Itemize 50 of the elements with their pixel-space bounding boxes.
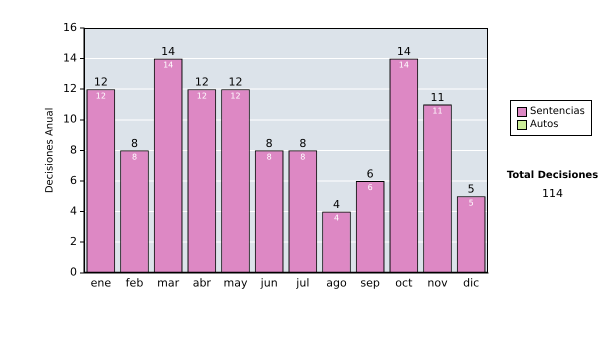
data-label: 12 xyxy=(230,91,241,100)
total-label: 11 xyxy=(430,90,444,104)
y-tick-label: 14 xyxy=(62,51,77,64)
text: Total Decisiones xyxy=(506,170,600,181)
total-label: 12 xyxy=(228,76,242,89)
total-label: 8 xyxy=(130,136,138,150)
x-tick-label: abr xyxy=(192,276,212,290)
x-tick-label: oct xyxy=(395,276,414,290)
data-label: 11 xyxy=(432,106,443,116)
y-tick-label: 12 xyxy=(62,82,77,96)
x-tick-label: dic xyxy=(463,276,480,290)
total-label: 8 xyxy=(299,136,306,150)
x-tick-label: sep xyxy=(360,276,380,290)
total-label: 6 xyxy=(366,167,374,180)
x-tick-label: mar xyxy=(157,276,180,290)
x-tick-label: jul xyxy=(295,276,310,290)
x-tick-label: jun xyxy=(260,276,278,290)
total-label: 5 xyxy=(468,182,475,196)
y-tick-label: 6 xyxy=(70,174,77,187)
total-label: 4 xyxy=(333,198,340,211)
x-tick-label: nov xyxy=(427,276,448,290)
x-tick-label: ago xyxy=(326,276,347,290)
total-label: 12 xyxy=(94,76,108,89)
data-label: 12 xyxy=(196,91,207,100)
y-tick-label: 8 xyxy=(70,143,77,156)
legend-label: Autos xyxy=(530,118,558,131)
data-label: 14 xyxy=(398,60,409,70)
total-label: 14 xyxy=(396,44,411,58)
data-label: 4 xyxy=(334,214,340,223)
y-tick-label: 4 xyxy=(70,204,77,218)
x-tick-label: ene xyxy=(90,276,112,290)
total-label: 14 xyxy=(161,44,176,58)
data-label: 6 xyxy=(368,183,373,192)
y-tick-label: 2 xyxy=(70,235,77,248)
y-tick-label: 0 xyxy=(70,266,77,279)
x-tick-label: may xyxy=(224,276,248,290)
data-label: 14 xyxy=(163,60,174,70)
x-tick-label: feb xyxy=(126,276,144,290)
total-label: 12 xyxy=(194,76,209,89)
data-label: 12 xyxy=(96,91,106,100)
data-label: 8 xyxy=(266,152,272,162)
data-label: 8 xyxy=(132,152,138,162)
legend-label: Sentencias xyxy=(530,105,585,118)
y-tick-label: 16 xyxy=(62,20,77,34)
data-label: 8 xyxy=(300,152,306,162)
y-axis-title: Decisiones Anual xyxy=(44,108,56,194)
text: 114 xyxy=(541,187,564,200)
y-tick-label: 10 xyxy=(62,112,77,126)
data-label: 5 xyxy=(468,198,474,208)
total-label: 8 xyxy=(266,136,273,150)
